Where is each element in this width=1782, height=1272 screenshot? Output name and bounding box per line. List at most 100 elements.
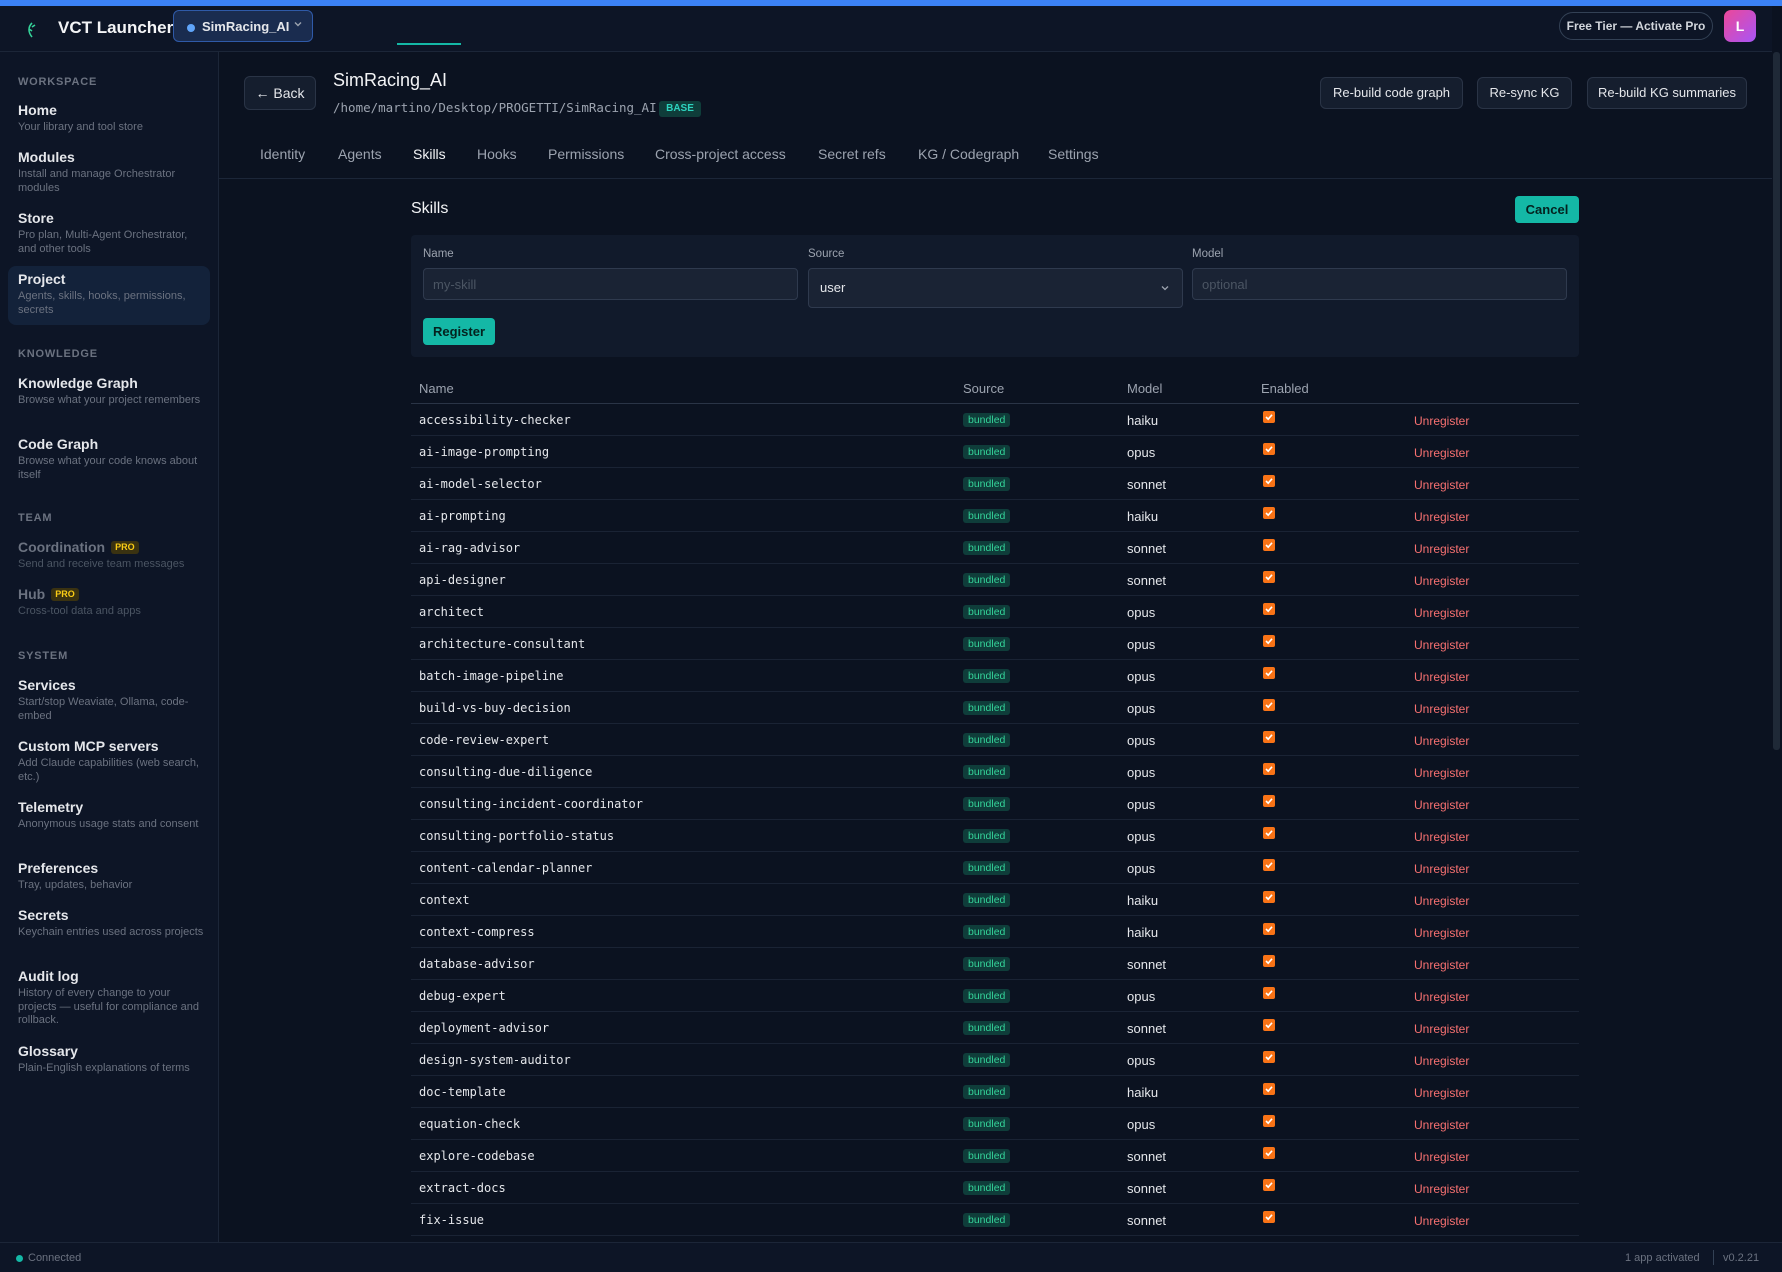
unregister-button[interactable]: Unregister bbox=[1414, 798, 1470, 812]
rebuild-code-graph-button[interactable]: Re-build code graph bbox=[1320, 77, 1463, 109]
unregister-button[interactable]: Unregister bbox=[1414, 1150, 1470, 1164]
source-select[interactable]: user bbox=[808, 268, 1183, 308]
enabled-checkbox[interactable] bbox=[1263, 475, 1275, 487]
enabled-checkbox[interactable] bbox=[1263, 827, 1275, 839]
enabled-checkbox[interactable] bbox=[1263, 795, 1275, 807]
back-button[interactable]: ← Back bbox=[244, 76, 316, 110]
tab-kg-codegraph[interactable]: KG / Codegraph bbox=[918, 146, 1020, 162]
sidebar-item-audit-log[interactable]: Audit log History of every change to you… bbox=[8, 965, 210, 1035]
tab-hooks[interactable]: Hooks bbox=[477, 146, 517, 162]
enabled-checkbox[interactable] bbox=[1263, 507, 1275, 519]
enabled-checkbox[interactable] bbox=[1263, 1083, 1275, 1095]
unregister-button[interactable]: Unregister bbox=[1414, 446, 1470, 460]
unregister-button[interactable]: Unregister bbox=[1414, 734, 1470, 748]
unregister-button[interactable]: Unregister bbox=[1414, 894, 1470, 908]
tab-secret-refs[interactable]: Secret refs bbox=[818, 146, 886, 162]
cancel-button[interactable]: Cancel bbox=[1515, 196, 1579, 223]
sidebar-item-hub[interactable]: Hub PRO Cross-tool data and apps bbox=[8, 583, 210, 627]
unregister-button[interactable]: Unregister bbox=[1414, 958, 1470, 972]
tab-identity[interactable]: Identity bbox=[260, 146, 306, 162]
unregister-button[interactable]: Unregister bbox=[1414, 478, 1470, 492]
sidebar-item-store[interactable]: Store Pro plan, Multi-Agent Orchestrator… bbox=[8, 207, 210, 263]
skill-name: code-review-expert bbox=[419, 733, 550, 747]
unregister-button[interactable]: Unregister bbox=[1414, 702, 1470, 716]
scrollbar-thumb[interactable] bbox=[1773, 52, 1780, 750]
enabled-checkbox[interactable] bbox=[1263, 1115, 1275, 1127]
unregister-button[interactable]: Unregister bbox=[1414, 1022, 1470, 1036]
sidebar-item-subtitle: Start/stop Weaviate, Ollama, code-embed bbox=[18, 696, 189, 722]
avatar[interactable]: L bbox=[1724, 10, 1756, 42]
table-row: database-advisor bundled sonnet Unregister bbox=[411, 948, 1579, 980]
sidebar-item-knowledge-graph[interactable]: Knowledge Graph Browse what your project… bbox=[8, 372, 210, 428]
enabled-checkbox[interactable] bbox=[1263, 763, 1275, 775]
enabled-checkbox[interactable] bbox=[1263, 955, 1275, 967]
resync-kg-button[interactable]: Re-sync KG bbox=[1477, 77, 1572, 109]
unregister-button[interactable]: Unregister bbox=[1414, 1086, 1470, 1100]
tab-skills[interactable]: Skills bbox=[413, 146, 446, 162]
enabled-checkbox[interactable] bbox=[1263, 699, 1275, 711]
unregister-button[interactable]: Unregister bbox=[1414, 862, 1470, 876]
unregister-button[interactable]: Unregister bbox=[1414, 1182, 1470, 1196]
source-badge: bundled bbox=[963, 765, 1011, 779]
sidebar-item-code-graph[interactable]: Code Graph Browse what your code knows a… bbox=[8, 433, 210, 489]
register-button[interactable]: Register bbox=[423, 318, 495, 345]
unregister-button[interactable]: Unregister bbox=[1414, 606, 1470, 620]
unregister-button[interactable]: Unregister bbox=[1414, 638, 1470, 652]
rebuild-kg-summaries-button[interactable]: Re-build KG summaries bbox=[1587, 77, 1747, 109]
activate-pro-button[interactable]: Free Tier — Activate Pro bbox=[1559, 12, 1713, 40]
project-selector[interactable]: SimRacing_AI bbox=[173, 10, 313, 42]
unregister-button[interactable]: Unregister bbox=[1414, 670, 1470, 684]
sidebar-item-coordination[interactable]: Coordination PRO Send and receive team me… bbox=[8, 536, 210, 580]
sidebar-item-project[interactable]: Project Agents, skills, hooks, permissio… bbox=[8, 266, 210, 325]
enabled-checkbox[interactable] bbox=[1263, 1211, 1275, 1223]
sidebar-item-services[interactable]: Services Start/stop Weaviate, Ollama, co… bbox=[8, 674, 210, 730]
enabled-checkbox[interactable] bbox=[1263, 923, 1275, 935]
unregister-button[interactable]: Unregister bbox=[1414, 990, 1470, 1004]
enabled-checkbox[interactable] bbox=[1263, 1019, 1275, 1031]
table-row: architect bundled opus Unregister bbox=[411, 596, 1579, 628]
model-input[interactable]: optional bbox=[1192, 268, 1567, 300]
enabled-checkbox[interactable] bbox=[1263, 571, 1275, 583]
unregister-button[interactable]: Unregister bbox=[1414, 1214, 1470, 1228]
sidebar-item-modules[interactable]: Modules Install and manage Orchestrator … bbox=[8, 146, 210, 202]
pro-badge: PRO bbox=[111, 541, 139, 554]
table-row: extract-docs bundled sonnet Unregister bbox=[411, 1172, 1579, 1204]
unregister-button[interactable]: Unregister bbox=[1414, 926, 1470, 940]
enabled-checkbox[interactable] bbox=[1263, 539, 1275, 551]
skill-name-input[interactable]: my-skill bbox=[423, 268, 798, 300]
table-row: consulting-incident-coordinator bundled op… bbox=[411, 788, 1579, 820]
unregister-button[interactable]: Unregister bbox=[1414, 1118, 1470, 1132]
enabled-checkbox[interactable] bbox=[1263, 1179, 1275, 1191]
enabled-checkbox[interactable] bbox=[1263, 859, 1275, 871]
enabled-checkbox[interactable] bbox=[1263, 635, 1275, 647]
enabled-checkbox[interactable] bbox=[1263, 411, 1275, 423]
tab-settings[interactable]: Settings bbox=[1048, 146, 1099, 162]
enabled-checkbox[interactable] bbox=[1263, 603, 1275, 615]
tab-agents[interactable]: Agents bbox=[338, 146, 382, 162]
enabled-checkbox[interactable] bbox=[1263, 1051, 1275, 1063]
check-icon bbox=[1265, 990, 1273, 997]
enabled-checkbox[interactable] bbox=[1263, 443, 1275, 455]
enabled-checkbox[interactable] bbox=[1263, 1147, 1275, 1159]
enabled-checkbox[interactable] bbox=[1263, 667, 1275, 679]
tab-permissions[interactable]: Permissions bbox=[548, 146, 625, 162]
sidebar-item-telemetry[interactable]: Telemetry Anonymous usage stats and cons… bbox=[8, 796, 210, 852]
sidebar-item-glossary[interactable]: Glossary Plain-English explanations of t… bbox=[8, 1040, 210, 1084]
sidebar-item-home[interactable]: Home Your library and tool store bbox=[8, 99, 210, 143]
enabled-checkbox[interactable] bbox=[1263, 891, 1275, 903]
unregister-button[interactable]: Unregister bbox=[1414, 542, 1470, 556]
sidebar-item-secrets[interactable]: Secrets Keychain entries used across pro… bbox=[8, 904, 210, 960]
unregister-button[interactable]: Unregister bbox=[1414, 830, 1470, 844]
unregister-button[interactable]: Unregister bbox=[1414, 574, 1470, 588]
sidebar-item-preferences[interactable]: Preferences Tray, updates, behavior bbox=[8, 857, 210, 901]
skill-name: architect bbox=[419, 605, 485, 619]
tab-cross-project-access[interactable]: Cross-project access bbox=[655, 146, 786, 162]
sidebar-item-custom-mcp-servers[interactable]: Custom MCP servers Add Claude capabiliti… bbox=[8, 735, 210, 791]
enabled-checkbox[interactable] bbox=[1263, 987, 1275, 999]
unregister-button[interactable]: Unregister bbox=[1414, 1054, 1470, 1068]
enabled-checkbox[interactable] bbox=[1263, 731, 1275, 743]
unregister-button[interactable]: Unregister bbox=[1414, 766, 1470, 780]
sidebar-item-title: Glossary bbox=[18, 1043, 78, 1059]
unregister-button[interactable]: Unregister bbox=[1414, 510, 1470, 524]
unregister-button[interactable]: Unregister bbox=[1414, 414, 1470, 428]
